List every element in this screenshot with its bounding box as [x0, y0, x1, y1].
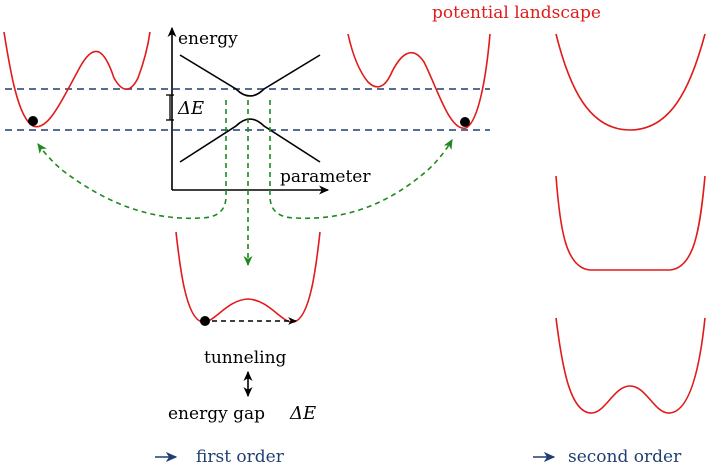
right-particle: [460, 117, 470, 127]
symmetric-double-well-potential: [175, 231, 321, 323]
energy-axis-label: energy: [178, 29, 238, 49]
energy-gap-symbol: ΔE: [289, 403, 316, 424]
green-arrow-to-left-well: [37, 100, 227, 220]
tunneling-particle: [200, 316, 210, 326]
green-arrow-to-right-well: [269, 100, 453, 220]
second-order-potential-middle: [555, 175, 706, 271]
left-particle: [28, 116, 38, 126]
left-asymmetric-potential: [3, 31, 151, 128]
energy-gap-label: energy gap: [168, 404, 265, 424]
second-order-label: second order: [568, 447, 682, 465]
potential-landscape-title: potential landscape: [432, 3, 601, 23]
tunneling-label: tunneling: [204, 348, 287, 368]
parameter-axis-label: parameter: [280, 167, 371, 187]
upper-energy-branch: [179, 54, 321, 97]
second-order-potential-bottom: [555, 317, 706, 414]
energy-level-inset: energy parameter ΔE: [166, 26, 371, 195]
first-order-label: first order: [196, 447, 285, 465]
second-order-potential-top: [555, 33, 706, 131]
delta-e-label: ΔE: [177, 98, 204, 119]
lower-energy-branch: [179, 118, 321, 163]
right-asymmetric-potential: [347, 33, 491, 129]
